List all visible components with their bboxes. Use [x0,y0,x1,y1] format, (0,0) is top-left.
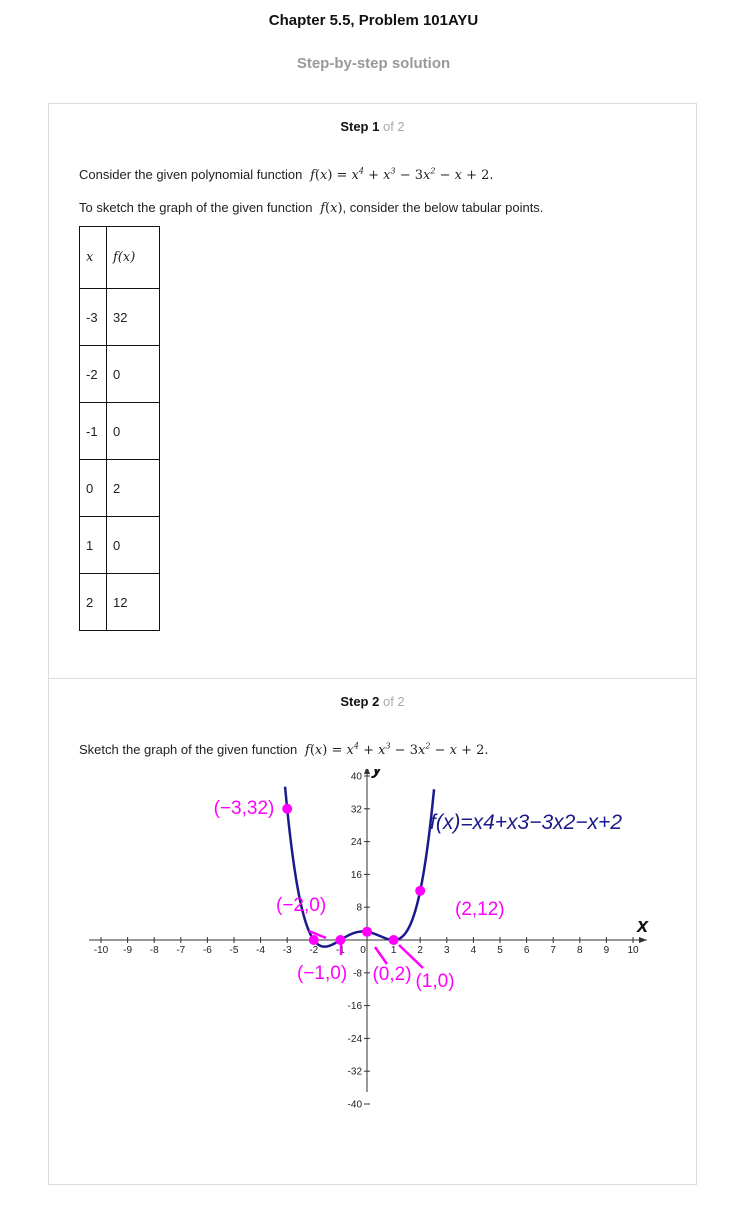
point-marker [308,935,319,945]
step-2-count: of 2 [382,694,405,709]
step-2-panel: Step 2 of 2 Sketch the graph of the give… [48,678,697,1185]
y-tick-label: 40 [351,772,363,783]
point-label: (−2,0) [276,895,326,916]
step-1-intro-text: Consider the given polynomial function [79,167,303,182]
table-row: 0 2 [79,459,160,517]
x-tick-label: -9 [123,945,132,956]
step-2-intro-text: Sketch the graph of the given function [79,742,298,757]
step-2-number: Step 2 [340,694,380,709]
x-tick-label: 3 [444,945,450,956]
x-tick-label: -5 [230,945,239,956]
page-title: Chapter 5.5, Problem 101AYU [268,12,479,29]
x-tick-label: 1 [391,945,397,956]
step-1-number: Step 1 [340,119,380,134]
step-1-instruction-text-a: To sketch the graph of the given functio… [79,200,313,215]
point-marker [415,885,426,896]
x-tick-label: 10 [627,945,639,956]
table-cell-x: -2 [79,345,107,403]
x-tick-label: 7 [550,945,556,956]
x-tick-label: -10 [94,945,109,956]
y-tick-label: -8 [353,968,362,979]
step-2-intro: Sketch the graph of the given function f… [79,742,489,758]
step-1-count: of 2 [382,119,405,134]
table-header-fx: f(x) [106,226,160,289]
table-cell-fx: 32 [106,288,160,346]
table-cell-x: 1 [79,516,107,574]
y-tick-label: -32 [348,1067,363,1078]
x-tick-label: 0 [360,945,366,956]
table-row: -2 0 [79,345,160,403]
x-tick-label: -2 [309,945,318,956]
x-tick-label: -3 [283,945,292,956]
table-row: -3 32 [79,288,160,346]
table-cell-x: 0 [79,459,107,517]
point-leader [308,929,327,940]
point-marker [282,803,293,814]
x-tick-label: 9 [604,945,610,956]
y-tick-label: -40 [348,1100,363,1111]
x-tick-label: 4 [471,945,477,956]
table-cell-fx: 2 [106,459,160,517]
point-marker [335,935,346,945]
table-cell-fx: 0 [106,402,160,460]
x-axis-arrow [639,937,647,943]
y-tick-label: 16 [351,870,363,881]
page-subtitle: Step-by-step solution [296,55,451,72]
step-1-instruction-text-b: , consider the below tabular points. [342,200,544,215]
polynomial-formula-2: f(x) = x4 + x3 − 3x2 − x + 2. [300,741,489,758]
point-leader [373,946,389,965]
y-tick-label: 32 [351,804,363,815]
table-cell-x: -1 [79,402,107,460]
point-label: (−3,32) [214,798,275,819]
table-header-x: x [79,226,107,289]
function-curve [283,786,436,948]
point-label: (2,12) [455,899,505,920]
fx-inline: f(x) [316,201,343,216]
points-table: x f(x) -3 32 -2 0 -1 0 0 2 1 0 2 12 [79,226,160,631]
y-tick-label: -16 [348,1001,363,1012]
polynomial-formula: f(x) = x4 + x3 − 3x2 − x + 2. [305,166,494,183]
point-marker [388,935,399,945]
table-row: 2 12 [79,573,160,631]
table-cell-x: 2 [79,573,107,631]
y-tick-label: -24 [348,1034,363,1045]
x-tick-label: -8 [150,945,159,956]
step-1-intro: Consider the given polynomial function f… [79,167,494,183]
x-tick-label: -7 [176,945,185,956]
point-leader [398,944,424,969]
y-tick-label: 8 [356,903,362,914]
table-cell-fx: 12 [106,573,160,631]
point-label: (−1,0) [297,963,347,984]
y-axis-arrow [364,769,370,774]
table-row: 1 0 [79,516,160,574]
y-axis-label: y [371,769,384,779]
point-label: (1,0) [415,971,454,992]
step-1-panel: Step 1 of 2 Consider the given polynomia… [48,103,697,679]
y-tick-label: 24 [351,837,363,848]
function-graph: -10-9-8-7-6-5-4-3-2-1012345678910-40-32-… [89,769,649,1111]
x-tick-label: 6 [524,945,530,956]
table-cell-fx: 0 [106,345,160,403]
step-1-instruction: To sketch the graph of the given functio… [79,200,543,216]
table-cell-x: -3 [79,288,107,346]
step-1-label: Step 1 of 2 [49,119,696,134]
x-tick-label: 5 [497,945,503,956]
x-tick-label: -6 [203,945,212,956]
table-cell-fx: 0 [106,516,160,574]
x-tick-label: -4 [256,945,265,956]
point-label: (0,2) [372,964,411,985]
table-header-row: x f(x) [79,226,160,289]
x-tick-label: 2 [417,945,423,956]
function-label: f(x)=x4+x3−3x2−x+2 [430,811,622,834]
point-marker [362,926,372,937]
table-row: -1 0 [79,402,160,460]
x-tick-label: 8 [577,945,583,956]
x-axis-label: x [636,915,649,937]
step-2-label: Step 2 of 2 [49,694,696,709]
